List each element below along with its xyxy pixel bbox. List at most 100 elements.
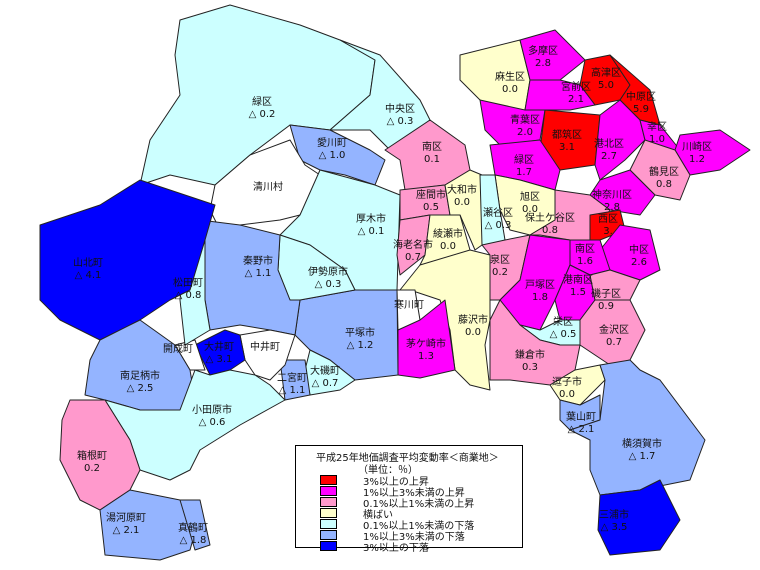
- region-value-label: 2.8: [535, 58, 551, 69]
- region-name-label: 寒川町: [394, 298, 424, 311]
- region-value-label: △ 2.1: [568, 424, 595, 435]
- region-value-label: 2.1: [568, 94, 584, 105]
- region-value-label: 1.2: [689, 154, 705, 165]
- region-name-label: 高津区: [591, 66, 621, 79]
- region-name-label: 大井町: [204, 340, 234, 353]
- legend-swatch: [320, 486, 337, 496]
- region-value-label: △ 0.7: [312, 378, 339, 389]
- region-name-label: 麻生区: [495, 70, 525, 83]
- legend-label: 3%以上の下落: [363, 542, 429, 554]
- region-name-label: 箱根町: [77, 449, 107, 462]
- region-value-label: △ 0.3: [387, 116, 414, 127]
- region-value-label: △ 3.1: [206, 354, 233, 365]
- region-value-label: △ 0.1: [358, 226, 385, 237]
- region-value-label: △ 0.6: [199, 417, 226, 428]
- region-name-label: 川崎区: [682, 140, 712, 153]
- region-value-label: 1.5: [570, 287, 586, 298]
- region-name-label: 茅ケ崎市: [406, 337, 446, 350]
- region-18: [239, 329, 296, 381]
- region-53: [489, 299, 581, 386]
- legend-label: 横ばい: [363, 509, 393, 521]
- region-value-label: 2.8: [604, 202, 620, 213]
- region-name-label: 緑区: [252, 95, 272, 108]
- region-0: [139, 4, 376, 186]
- region-value-label: 5.0: [598, 80, 614, 91]
- region-name-label: 小田原市: [192, 403, 232, 416]
- region-35: [594, 99, 646, 181]
- region-name-label: 綾瀬市: [433, 227, 463, 240]
- region-value-label: △ 0.5: [550, 329, 577, 340]
- region-value-label: 2.0: [517, 127, 533, 138]
- region-value-label: 0.8: [542, 225, 558, 236]
- region-name-label: 秦野市: [243, 254, 273, 267]
- legend-swatch: [320, 519, 337, 529]
- region-value-label: △ 1.7: [629, 451, 656, 462]
- region-name-label: 大和市: [447, 183, 477, 196]
- region-name-label: 南区: [575, 242, 595, 255]
- legend-label: 0.1%以上1%未満の下落: [363, 520, 475, 532]
- region-name-label: 南足柄市: [120, 369, 160, 382]
- region-value-label: △ 1.0: [319, 150, 346, 161]
- region-value-label: 1.7: [516, 167, 532, 178]
- region-name-label: 大磯町: [310, 364, 340, 377]
- region-value-label: 0.7: [606, 337, 622, 348]
- region-name-label: 中区: [629, 243, 649, 256]
- region-value-label: 0.7: [405, 252, 421, 263]
- region-name-label: 栄区: [553, 316, 573, 328]
- region-name-label: 清川村: [253, 180, 283, 193]
- legend-item: 1%以上3%未満の上昇: [320, 485, 465, 499]
- region-value-label: 1.3: [418, 351, 434, 362]
- region-27: [179, 499, 211, 551]
- region-name-label: 開成町: [163, 343, 193, 355]
- region-value-label: 0.2: [84, 463, 100, 474]
- region-name-label: 葉山町: [566, 410, 596, 423]
- region-value-label: △ 0.2: [249, 109, 276, 120]
- region-value-label: △ 2.5: [127, 383, 154, 394]
- legend-title: 平成25年地価調査平均変動率＜商業地＞: [316, 453, 499, 464]
- region-value-label: 0.2: [492, 267, 508, 278]
- region-22: [39, 179, 216, 341]
- region-value-label: △ 1.1: [245, 268, 272, 279]
- legend-unit: （単位：％）: [358, 465, 418, 476]
- legend-swatch: [320, 475, 337, 485]
- region-value-label: 1.6: [577, 256, 593, 267]
- region-7: [396, 214, 431, 276]
- region-name-label: 鎌倉市: [515, 348, 545, 361]
- region-name-label: 戸塚区: [525, 279, 555, 291]
- region-name-label: 磯子区: [591, 287, 621, 300]
- region-57: [597, 479, 681, 556]
- region-1: [329, 39, 431, 151]
- legend-item: 3%以上の上昇: [320, 474, 429, 488]
- region-name-label: 山北町: [73, 257, 103, 269]
- region-name-label: 厚木市: [356, 212, 386, 225]
- region-name-label: 泉区: [490, 253, 510, 266]
- region-name-label: 宮前区: [561, 80, 591, 93]
- region-52: [579, 299, 646, 366]
- region-value-label: 5.9: [633, 104, 649, 115]
- legend-swatch: [320, 530, 337, 540]
- region-value-label: 0.3: [522, 362, 538, 373]
- region-value-label: △ 2.1: [113, 525, 140, 536]
- region-value-label: △ 3.5: [601, 522, 628, 533]
- region-name-label: 幸区: [647, 121, 667, 133]
- region-value-label: 0.5: [423, 202, 439, 213]
- region-29: [519, 29, 586, 81]
- region-value-label: 0.0: [522, 204, 538, 215]
- region-name-label: 座間市: [416, 188, 446, 201]
- region-name-label: 松田町: [173, 276, 203, 289]
- legend-item: 横ばい: [320, 507, 393, 521]
- region-name-label: 中原区: [626, 90, 656, 103]
- region-name-label: 海老名市: [393, 238, 433, 251]
- region-name-label: 港北区: [594, 138, 624, 150]
- legend-swatch: [320, 497, 337, 507]
- region-value-label: 3.: [603, 226, 613, 237]
- legend: 平成25年地価調査平均変動率＜商業地＞ （単位：％） 3%以上の上昇 1%以上3%…: [295, 445, 523, 554]
- region-name-label: 港南区: [563, 273, 593, 286]
- region-50: [589, 269, 641, 301]
- region-name-label: 伊勢原市: [308, 265, 348, 278]
- region-name-label: 三浦市: [599, 508, 629, 521]
- region-name-label: 西区: [598, 213, 618, 225]
- region-value-label: △ 4.1: [75, 270, 102, 281]
- region-name-label: 多摩区: [528, 44, 558, 57]
